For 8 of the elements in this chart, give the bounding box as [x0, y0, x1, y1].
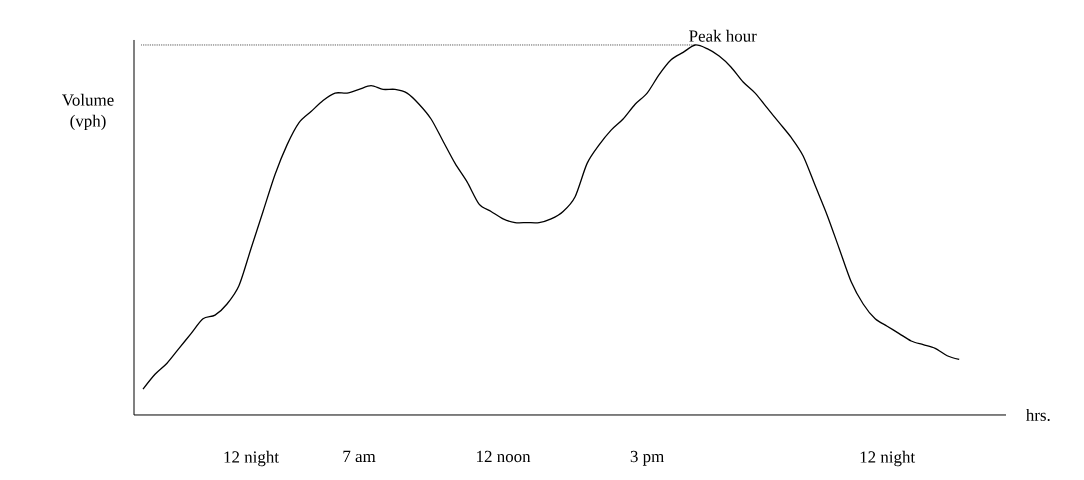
- x-tick-label: 12 noon: [477, 450, 531, 463]
- x-tick-label: 12 night: [860, 450, 916, 467]
- y-axis-title: Volume (vph): [62, 93, 114, 131]
- ref-line-label: Peak hour: [689, 29, 757, 42]
- x-axis-title: hrs.: [1026, 408, 1050, 421]
- x-tick-label: 3 pm: [630, 450, 665, 466]
- x-tick-label: 12 night: [224, 450, 279, 467]
- x-tick-label: 7 am: [343, 450, 376, 463]
